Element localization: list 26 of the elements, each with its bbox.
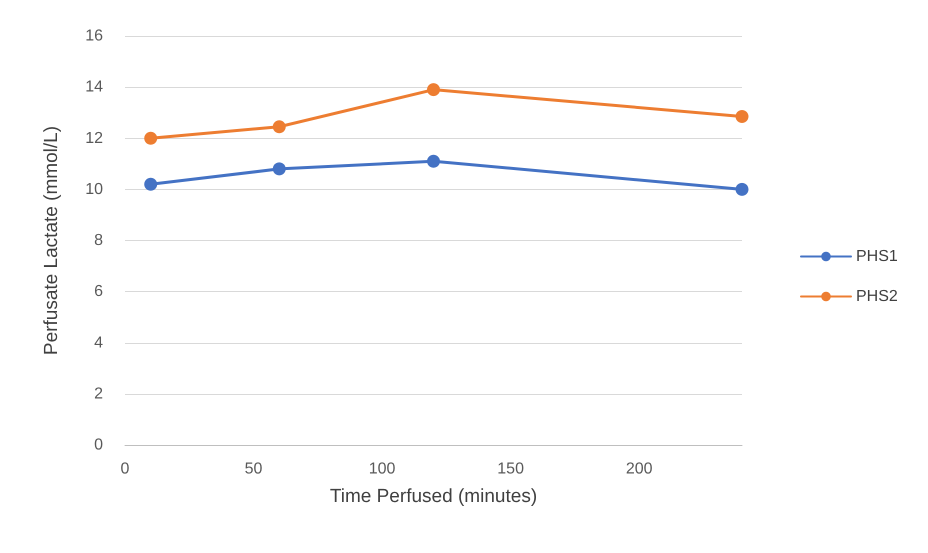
y-axis-title: Perfusate Lactate (mmol/L) bbox=[41, 126, 62, 356]
point bbox=[272, 120, 286, 134]
y-tick-label: 16 bbox=[85, 28, 104, 44]
x-tick-label: 0 bbox=[120, 460, 130, 478]
legend-label: PHS1 bbox=[856, 248, 898, 265]
x-tick-label: 50 bbox=[244, 460, 263, 478]
y-tick-label: 14 bbox=[85, 78, 104, 96]
point bbox=[144, 132, 158, 145]
y-tick-label: 0 bbox=[94, 436, 104, 454]
y-tick-label: 12 bbox=[85, 130, 104, 147]
y-tick-label: 6 bbox=[94, 283, 104, 300]
point bbox=[427, 154, 440, 168]
x-tick-label: 150 bbox=[497, 460, 524, 478]
y-tick-label: 10 bbox=[85, 180, 104, 198]
x-tick-label: 100 bbox=[368, 460, 396, 478]
point bbox=[272, 162, 286, 176]
point bbox=[736, 110, 748, 124]
point bbox=[144, 178, 158, 191]
point bbox=[427, 83, 440, 96]
point bbox=[736, 182, 748, 196]
y-tick-label: 8 bbox=[94, 232, 104, 249]
y-tick-label: 2 bbox=[94, 385, 104, 402]
legend-label: PHS2 bbox=[856, 288, 898, 305]
x-axis-title: Time Perfused (minutes) bbox=[330, 486, 538, 507]
y-tick-label: 4 bbox=[94, 334, 104, 352]
x-tick-label: 200 bbox=[626, 460, 653, 478]
